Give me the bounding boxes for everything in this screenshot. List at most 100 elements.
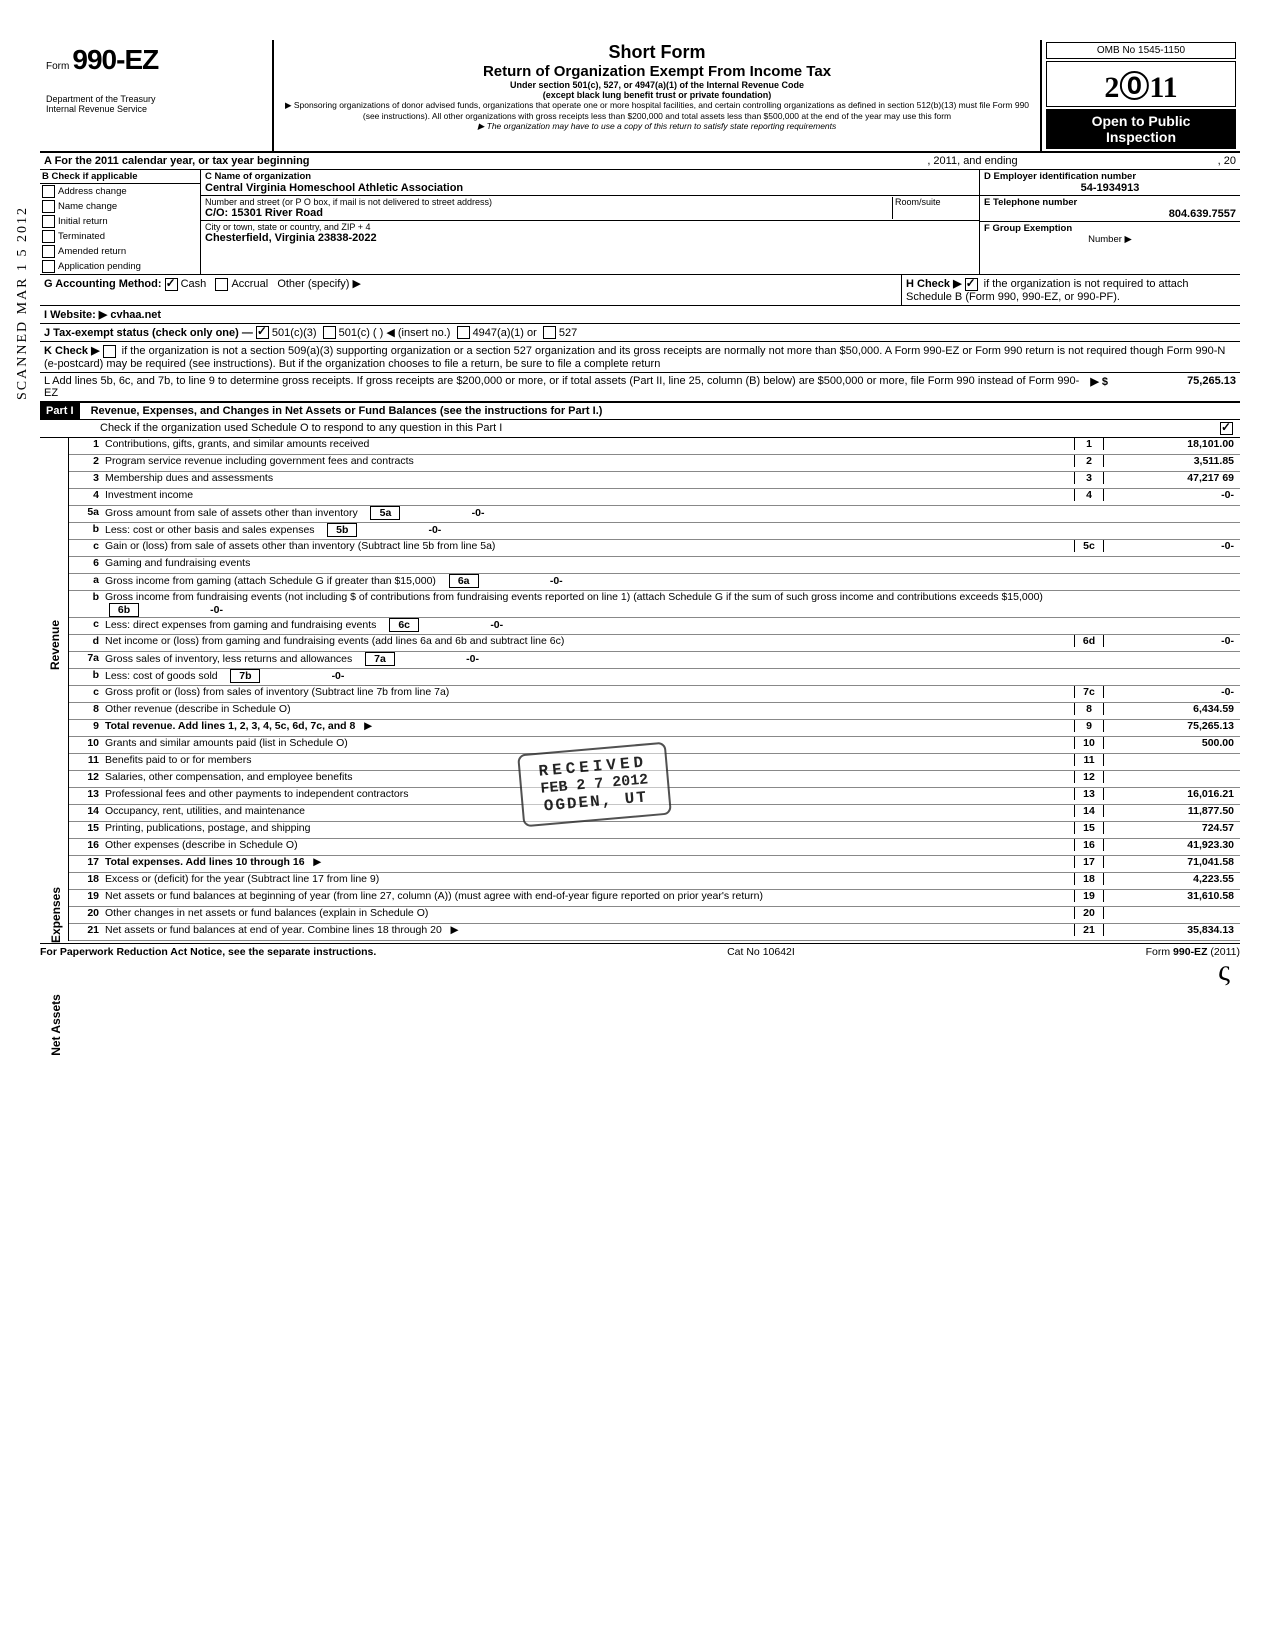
- form-line: 17Total expenses. Add lines 10 through 1…: [69, 856, 1240, 873]
- line-amount: 6,434.59: [1104, 703, 1240, 715]
- b-item-label: Initial return: [58, 216, 108, 227]
- checkbox-cash[interactable]: [165, 278, 178, 291]
- b-item-label: Application pending: [58, 261, 141, 272]
- g-accrual: Accrual: [231, 278, 268, 290]
- line-text: Printing, publications, postage, and shi…: [105, 822, 1074, 834]
- line-box: 4: [1074, 489, 1104, 501]
- checkbox-b[interactable]: [42, 245, 55, 258]
- g-cash: Cash: [181, 278, 207, 290]
- checkbox-b[interactable]: [42, 260, 55, 273]
- website: cvhaa.net: [110, 309, 161, 321]
- line-amount: 4,223.55: [1104, 873, 1240, 885]
- line-number: 10: [69, 737, 105, 749]
- b-check-row: Address change: [40, 184, 200, 199]
- k-label: K Check ▶: [44, 345, 100, 357]
- line-number: b: [69, 591, 105, 603]
- line-box: 16: [1074, 839, 1104, 851]
- b-item-label: Terminated: [58, 231, 105, 242]
- org-city: Chesterfield, Virginia 23838-2022: [205, 232, 975, 244]
- form-line: 3Membership dues and assessments347,217 …: [69, 472, 1240, 489]
- col-d-e-f: D Employer identification number 54-1934…: [980, 170, 1240, 274]
- line-amount: 35,834.13: [1104, 924, 1240, 936]
- checkbox-schedo[interactable]: [1220, 422, 1233, 435]
- checkbox-accrual[interactable]: [215, 278, 228, 291]
- netassets-label: Net Assets: [49, 994, 63, 1056]
- header-right: OMB No 1545-1150 2⓪201111 Open to Public…: [1042, 40, 1240, 151]
- line-amount: -0-: [1104, 489, 1240, 501]
- telephone: 804.639.7557: [984, 208, 1236, 220]
- header-center: Short Form Return of Organization Exempt…: [274, 40, 1042, 151]
- checkbox-4947[interactable]: [457, 326, 470, 339]
- subtitle-section: Under section 501(c), 527, or 4947(a)(1)…: [280, 80, 1034, 90]
- col-c: C Name of organization Central Virginia …: [201, 170, 980, 274]
- city-label: City or town, state or country, and ZIP …: [205, 222, 975, 232]
- mid-line-amt: -0-: [483, 575, 563, 587]
- form-line: 13Professional fees and other payments t…: [69, 788, 1240, 805]
- h-label: H Check ▶: [906, 278, 962, 290]
- line-amount: 724.57: [1104, 822, 1240, 834]
- checkbox-b[interactable]: [42, 215, 55, 228]
- form-line: 12Salaries, other compensation, and empl…: [69, 771, 1240, 788]
- footer-left: For Paperwork Reduction Act Notice, see …: [40, 946, 376, 958]
- mid-line-amt: -0-: [264, 670, 344, 682]
- title-return: Return of Organization Exempt From Incom…: [280, 63, 1034, 80]
- checkbox-501c3[interactable]: [256, 326, 269, 339]
- line-text: Grants and similar amounts paid (list in…: [105, 737, 1074, 749]
- line-box: 9: [1074, 720, 1104, 732]
- mid-line-amt: -0-: [361, 524, 441, 536]
- line-number: 16: [69, 839, 105, 851]
- line-text: Net assets or fund balances at beginning…: [105, 890, 1074, 902]
- line-number: b: [69, 523, 105, 535]
- line-number: 20: [69, 907, 105, 919]
- row-j: J Tax-exempt status (check only one) — 5…: [40, 324, 1240, 343]
- line-text: Less: direct expenses from gaming and fu…: [105, 618, 1074, 632]
- line-text: Gross income from gaming (attach Schedul…: [105, 574, 1074, 588]
- line-box: 7c: [1074, 686, 1104, 698]
- checkbox-527[interactable]: [543, 326, 556, 339]
- line-amount: 3,511.85: [1104, 455, 1240, 467]
- f-label: F Group Exemption: [984, 223, 1236, 234]
- line-number: 21: [69, 924, 105, 936]
- checkbox-h[interactable]: [965, 278, 978, 291]
- line-box: 20: [1074, 907, 1104, 919]
- scanned-stamp: SCANNED MAR 1 5 2012: [15, 206, 31, 400]
- line-number: 9: [69, 720, 105, 732]
- omb-number: OMB No 1545-1150: [1046, 42, 1236, 59]
- open-line1: Open to Public: [1048, 113, 1234, 129]
- expenses-label: Expenses: [49, 887, 63, 943]
- line-amount: 500.00: [1104, 737, 1240, 749]
- checkbox-b[interactable]: [42, 200, 55, 213]
- j-527: 527: [559, 327, 577, 339]
- form-line: 18Excess or (deficit) for the year (Subt…: [69, 873, 1240, 890]
- line-box: 15: [1074, 822, 1104, 834]
- checkbox-501c[interactable]: [323, 326, 336, 339]
- form-line: 2Program service revenue including gover…: [69, 455, 1240, 472]
- line-amount: -0-: [1104, 540, 1240, 552]
- line-number: c: [69, 686, 105, 698]
- tax-year: 2⓪201111: [1046, 61, 1236, 107]
- line-box: 12: [1074, 771, 1104, 783]
- checkbox-b[interactable]: [42, 185, 55, 198]
- checkbox-b[interactable]: [42, 230, 55, 243]
- title-short-form: Short Form: [280, 42, 1034, 63]
- b-check-row: Amended return: [40, 244, 200, 259]
- line-text: Excess or (deficit) for the year (Subtra…: [105, 873, 1074, 885]
- row-k: K Check ▶ if the organization is not a s…: [40, 342, 1240, 373]
- line-box: 6d: [1074, 635, 1104, 647]
- line-text: Total revenue. Add lines 1, 2, 3, 4, 5c,…: [105, 720, 1074, 732]
- line-number: a: [69, 574, 105, 586]
- b-item-label: Address change: [58, 186, 127, 197]
- line-text: Benefits paid to or for members: [105, 754, 1074, 766]
- line-text: Other changes in net assets or fund bala…: [105, 907, 1074, 919]
- j-501c3: 501(c)(3): [272, 327, 317, 339]
- row-a: A For the 2011 calendar year, or tax yea…: [40, 153, 1240, 170]
- line-number: 13: [69, 788, 105, 800]
- c-label: C Name of organization: [205, 171, 975, 182]
- line-box: 19: [1074, 890, 1104, 902]
- line-box: 2: [1074, 455, 1104, 467]
- checkbox-k[interactable]: [103, 345, 116, 358]
- line-text: Gaming and fundraising events: [105, 557, 1074, 569]
- line-amount: 41,923.30: [1104, 839, 1240, 851]
- form-header: Form 990-EZ Department of the Treasury I…: [40, 40, 1240, 153]
- form-line: 1Contributions, gifts, grants, and simil…: [69, 438, 1240, 455]
